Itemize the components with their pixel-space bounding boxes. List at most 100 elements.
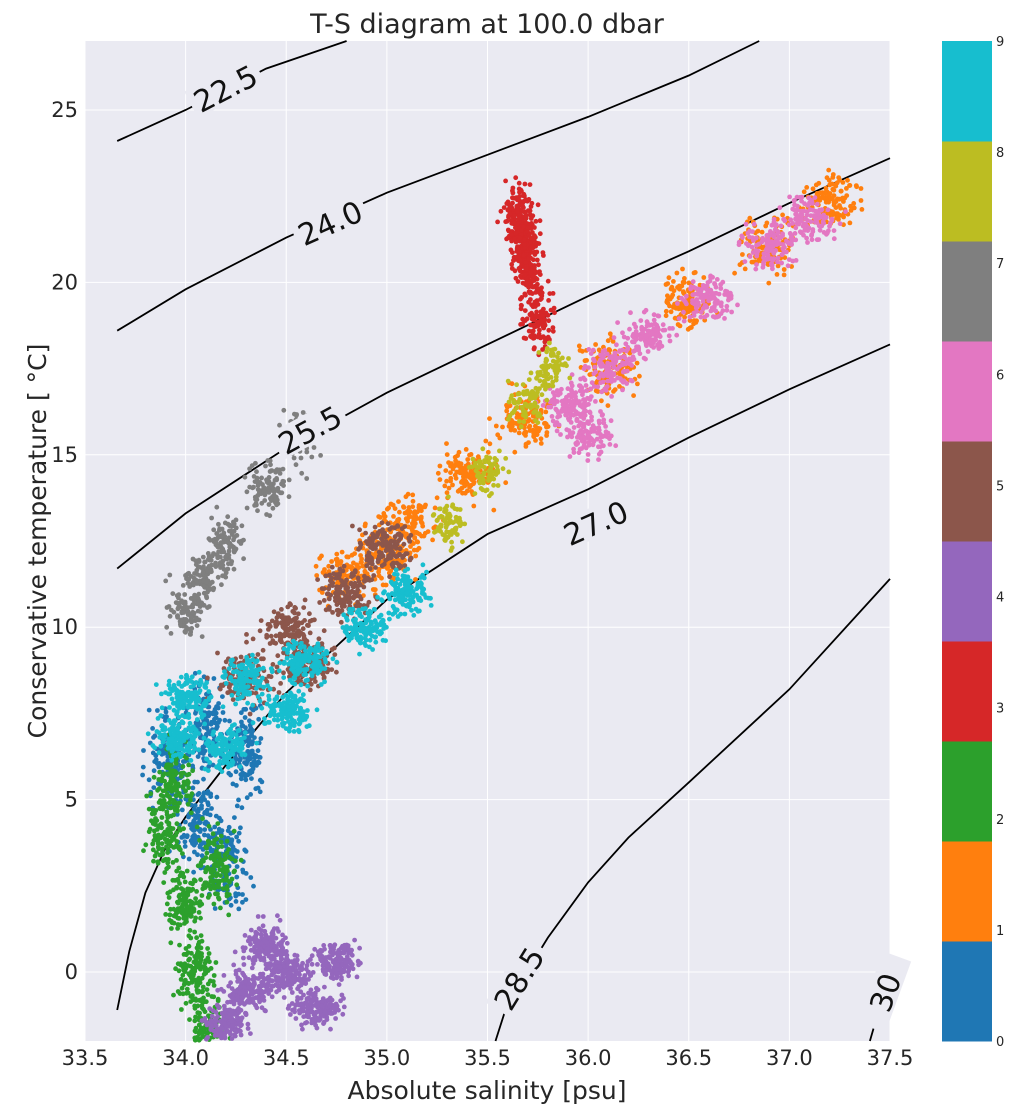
scatter-point (509, 424, 515, 429)
scatter-point (340, 582, 345, 588)
scatter-point (341, 563, 347, 569)
scatter-point (238, 776, 244, 782)
scatter-point (197, 837, 202, 843)
scatter-point (259, 928, 264, 933)
scatter-point (350, 523, 355, 529)
scatter-point (204, 1036, 209, 1042)
scatter-point (281, 670, 286, 676)
scatter-point (372, 524, 378, 530)
scatter-point (239, 723, 245, 729)
scatter-point (339, 975, 344, 980)
scatter-point (689, 325, 694, 330)
scatter-point (344, 554, 350, 560)
scatter-point (309, 961, 315, 967)
scatter-point (321, 674, 327, 680)
scatter-point (169, 926, 174, 931)
scatter-point (198, 933, 204, 938)
scatter-point (403, 516, 409, 522)
scatter-point (232, 1032, 237, 1038)
scatter-point (535, 323, 541, 329)
scatter-point (195, 1003, 201, 1009)
scatter-point (518, 258, 523, 264)
scatter-point (233, 769, 239, 775)
scatter-point (301, 1014, 307, 1019)
scatter-point (189, 950, 194, 956)
scatter-point (242, 715, 248, 720)
scatter-point (220, 694, 225, 699)
scatter-point (186, 785, 192, 791)
scatter-point (357, 545, 363, 550)
scatter-point (279, 607, 284, 612)
density-contours (116, 40, 891, 1042)
scatter-point (683, 293, 689, 299)
scatter-point (513, 175, 519, 181)
scatter-point (539, 296, 544, 301)
scatter-point (396, 531, 402, 537)
scatter-point (271, 609, 277, 615)
scatter-point (174, 821, 180, 827)
scatter-point (379, 563, 385, 569)
scatter-point (180, 764, 186, 769)
scatter-point (331, 1006, 336, 1011)
scatter-point (269, 994, 275, 1000)
scatter-point (215, 996, 221, 1002)
scatter-point (514, 203, 520, 209)
scatter-point (446, 485, 452, 491)
scatter-point (665, 293, 670, 299)
scatter-point (663, 313, 669, 319)
scatter-point (522, 181, 528, 187)
scatter-point (224, 899, 230, 905)
scatter-point (820, 195, 826, 201)
scatter-point (150, 847, 156, 853)
scatter-point (505, 227, 511, 233)
scatter-point (184, 755, 189, 761)
scatter-point (383, 582, 389, 588)
scatter-point (243, 1012, 249, 1018)
scatter-point (258, 983, 264, 989)
scatter-point (459, 485, 465, 491)
scatter-point (212, 824, 218, 830)
scatter-point (848, 203, 853, 209)
scatter-point (391, 514, 396, 519)
scatter-point (193, 915, 199, 921)
scatter-point (537, 231, 543, 237)
scatter-point (186, 981, 192, 986)
scatter-point (315, 962, 320, 967)
scatter-point (164, 839, 170, 845)
scatter-point (778, 223, 784, 229)
scatter-point (175, 926, 181, 931)
scatter-point (243, 773, 248, 779)
scatter-point (308, 957, 313, 962)
scatter-point (527, 208, 533, 214)
scatter-point (670, 292, 676, 298)
scatter-point (537, 327, 542, 333)
scatter-point (529, 278, 535, 284)
scatter-point (526, 232, 532, 238)
scatter-point (263, 934, 269, 940)
scatter-point (219, 1010, 225, 1016)
scatter-point (532, 304, 538, 309)
scatter-point (174, 830, 180, 835)
scatter-point (157, 769, 163, 775)
scatter-point (515, 244, 520, 250)
scatter-point (192, 849, 197, 855)
scatter-point (450, 482, 455, 488)
scatter-point (416, 545, 422, 551)
scatter-point (258, 618, 264, 623)
scatter-point (840, 180, 846, 185)
scatter-point (455, 453, 460, 458)
scatter-point (244, 639, 249, 645)
scatter-point (413, 553, 419, 559)
scatter-point (242, 933, 248, 938)
scatter-point (296, 633, 302, 639)
scatter-point (333, 590, 338, 596)
scatter-point (468, 452, 474, 457)
scatter-point (523, 429, 529, 435)
scatter-point (416, 505, 422, 510)
scatter-point (396, 499, 401, 504)
scatter-point (338, 559, 344, 564)
scatter-point (216, 701, 222, 706)
scatter-point (858, 186, 864, 191)
scatter-point (526, 417, 532, 422)
scatter-point (183, 946, 189, 951)
